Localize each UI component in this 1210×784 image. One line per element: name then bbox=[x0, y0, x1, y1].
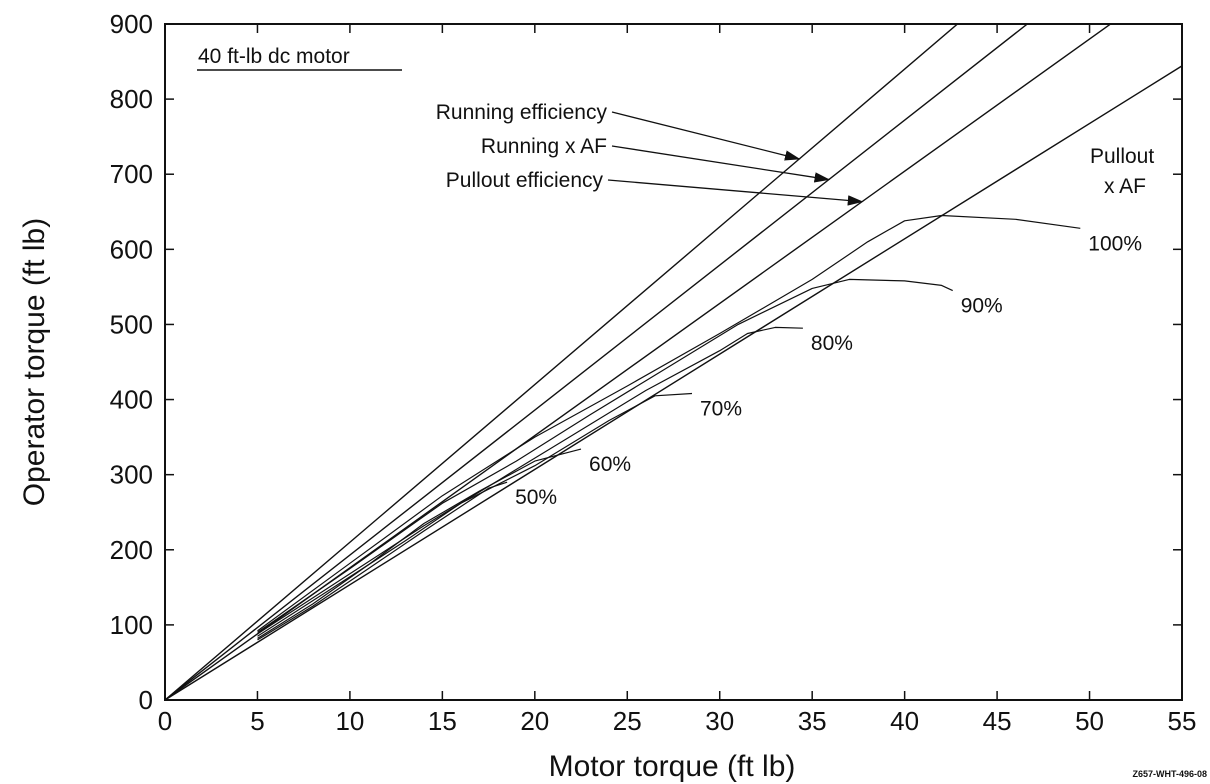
annotation-pullout-x-af: Pullout x AF bbox=[1090, 145, 1160, 198]
curve-80 bbox=[257, 326, 803, 635]
arrow-running-efficiency bbox=[611, 111, 801, 161]
y-tick-label: 0 bbox=[139, 685, 153, 715]
y-tick-label: 100 bbox=[110, 610, 153, 640]
x-tick-label: 45 bbox=[983, 706, 1012, 736]
y-tick-label: 400 bbox=[110, 385, 153, 415]
curve-90 bbox=[257, 278, 953, 633]
load-curve-labels: 50% 60% 70% 80% 90% 100% bbox=[515, 232, 1142, 509]
y-tick-label: 500 bbox=[110, 309, 153, 339]
y-tick-label: 900 bbox=[110, 9, 153, 39]
x-tick-label: 40 bbox=[890, 706, 919, 736]
x-tick-label: 30 bbox=[705, 706, 734, 736]
y-tick-label: 700 bbox=[110, 159, 153, 189]
x-tick-label: 35 bbox=[798, 706, 827, 736]
ref-line-pullout-x-af bbox=[165, 65, 1182, 700]
y-tick-label: 300 bbox=[110, 460, 153, 490]
arrow-pullout-efficiency bbox=[607, 179, 864, 206]
x-tick-label: 50 bbox=[1075, 706, 1104, 736]
y-tick-label: 200 bbox=[110, 535, 153, 565]
x-tick-label: 20 bbox=[520, 706, 549, 736]
x-tick-label: 5 bbox=[250, 706, 264, 736]
x-tick-label: 55 bbox=[1168, 706, 1197, 736]
y-axis-ticks: 0 100 200 300 400 500 600 700 800 900 bbox=[110, 9, 1182, 715]
annotation-running-efficiency: Running efficiency bbox=[436, 101, 608, 124]
y-axis-title: Operator torque (ft lb) bbox=[18, 218, 51, 506]
x-tick-label: 0 bbox=[158, 706, 172, 736]
curve-label-70: 70% bbox=[700, 398, 742, 421]
curve-60 bbox=[257, 448, 582, 639]
motor-spec-label: 40 ft-lb dc motor bbox=[198, 45, 350, 68]
curve-label-50: 50% bbox=[515, 486, 557, 509]
curve-label-90: 90% bbox=[961, 295, 1003, 318]
arrow-running-x-af bbox=[611, 145, 831, 183]
annotation-running-x-af: Running x AF bbox=[481, 135, 607, 158]
curve-100 bbox=[257, 214, 1081, 632]
curve-50 bbox=[257, 481, 508, 641]
y-tick-label: 600 bbox=[110, 234, 153, 264]
y-tick-label: 800 bbox=[110, 84, 153, 114]
curve-label-60: 60% bbox=[589, 453, 631, 476]
x-axis-ticks: 0 5 10 15 20 25 30 35 40 45 50 55 bbox=[158, 24, 1197, 736]
x-axis-title: Motor torque (ft lb) bbox=[549, 750, 796, 783]
annotation-pullout-efficiency: Pullout efficiency bbox=[446, 169, 604, 192]
annotation-arrows bbox=[607, 111, 864, 206]
curve-label-80: 80% bbox=[811, 332, 853, 355]
curve-label-100: 100% bbox=[1088, 232, 1142, 255]
plot-frame bbox=[164, 23, 1183, 701]
figure-id: Z657-WHT-496-08 bbox=[1132, 769, 1207, 779]
x-tick-label: 10 bbox=[335, 706, 364, 736]
ref-line-running-efficiency bbox=[165, 24, 959, 700]
curve-70 bbox=[257, 392, 693, 637]
x-tick-label: 15 bbox=[428, 706, 457, 736]
x-tick-label: 25 bbox=[613, 706, 642, 736]
load-curves bbox=[257, 214, 1081, 641]
ref-line-running-x-af bbox=[165, 24, 1029, 700]
